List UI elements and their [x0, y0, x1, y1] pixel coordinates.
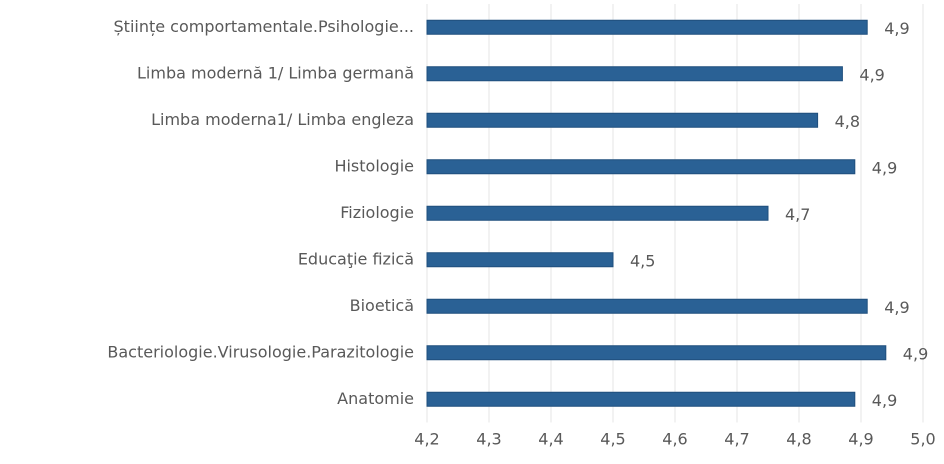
x-tick-label: 4,8 [786, 430, 811, 449]
data-label: 4,9 [903, 344, 928, 363]
data-label: 4,9 [872, 158, 897, 177]
data-label: 4,9 [859, 65, 884, 84]
y-tick-label: Bacteriologie.Virusologie.Parazitologie [107, 342, 414, 361]
data-label: 4,9 [884, 298, 909, 317]
x-tick-label: 4,2 [414, 430, 439, 449]
x-tick-label: 5,0 [910, 430, 935, 449]
y-tick-label: Histologie [334, 156, 414, 175]
data-label: 4,8 [835, 112, 860, 131]
bar [426, 205, 769, 221]
x-tick-label: 4,7 [724, 430, 749, 449]
bar [426, 391, 856, 407]
x-tick-label: 4,9 [848, 430, 873, 449]
data-label: 4,9 [884, 19, 909, 38]
bar [426, 19, 868, 35]
data-label: 4,9 [872, 391, 897, 410]
y-tick-label: Fiziologie [340, 203, 414, 222]
y-tick-label: Limba modernă 1/ Limba germană [137, 63, 414, 82]
y-tick-label: Anatomie [337, 389, 414, 408]
bar [426, 298, 868, 314]
bar [426, 112, 819, 128]
x-tick-label: 4,3 [476, 430, 501, 449]
bar [426, 345, 887, 361]
data-label: 4,7 [785, 205, 810, 224]
bar [426, 159, 856, 175]
data-label: 4,5 [630, 251, 655, 270]
x-tick-label: 4,4 [538, 430, 563, 449]
y-tick-label: Bioetică [350, 296, 414, 315]
bar [426, 252, 614, 268]
y-tick-label: Științe comportamentale.Psihologie... [114, 17, 414, 36]
x-tick-label: 4,5 [600, 430, 625, 449]
y-tick-label: Limba moderna1/ Limba engleza [151, 110, 414, 129]
x-tick-label: 4,6 [662, 430, 687, 449]
bar [426, 66, 843, 82]
y-tick-label: Educaţie fizică [298, 249, 414, 268]
